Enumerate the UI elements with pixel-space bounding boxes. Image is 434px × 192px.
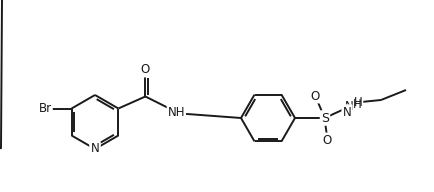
Text: O: O — [310, 89, 319, 103]
Text: NH: NH — [168, 106, 185, 119]
Text: H: H — [353, 98, 362, 111]
Text: N: N — [345, 100, 353, 113]
Text: Br: Br — [39, 102, 52, 115]
Text: N: N — [342, 105, 352, 118]
Text: N: N — [91, 142, 99, 156]
Text: H: H — [354, 97, 363, 109]
Text: S: S — [321, 112, 329, 124]
Text: O: O — [141, 63, 150, 76]
Text: O: O — [322, 133, 332, 146]
